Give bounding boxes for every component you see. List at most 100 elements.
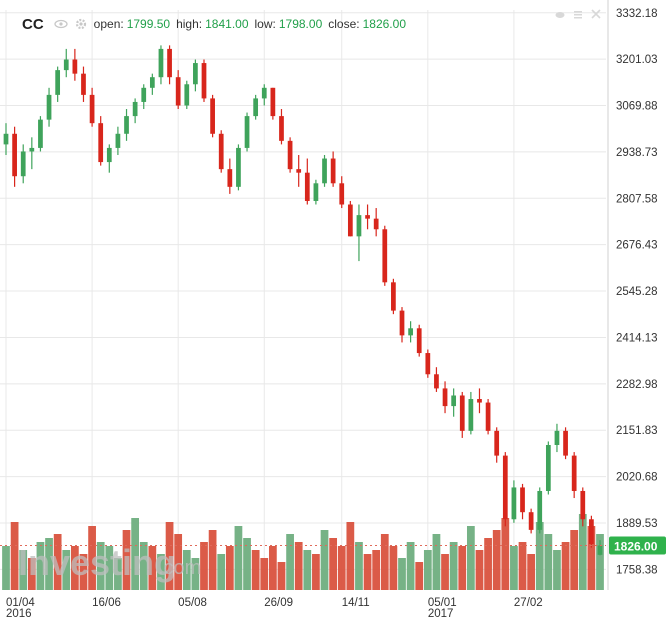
candle-body bbox=[270, 87, 276, 117]
candle-body bbox=[511, 487, 517, 520]
volume-bar bbox=[70, 546, 79, 590]
candle-body bbox=[218, 133, 224, 170]
menu-icon[interactable] bbox=[573, 6, 583, 19]
last-price-label: 1826.00 bbox=[614, 539, 658, 553]
candle-body bbox=[313, 183, 319, 201]
volume-bar bbox=[165, 522, 174, 590]
volume-bar bbox=[286, 534, 294, 590]
candle-body bbox=[330, 158, 336, 184]
volume-bar bbox=[251, 550, 260, 590]
candle-body bbox=[408, 328, 413, 336]
candle-body bbox=[322, 158, 327, 184]
volume-bar bbox=[432, 534, 441, 590]
volume-bar bbox=[449, 542, 458, 590]
volume-bar bbox=[148, 546, 157, 590]
candle-body bbox=[38, 119, 43, 148]
volume-bar bbox=[268, 546, 277, 590]
volume-bar bbox=[312, 554, 320, 590]
volume-bar bbox=[191, 558, 200, 590]
x-tick-label: 27/02 bbox=[514, 597, 543, 609]
volume-bar bbox=[389, 546, 398, 590]
candle-body bbox=[304, 172, 310, 201]
candle-body bbox=[373, 218, 379, 230]
volume-bar bbox=[415, 562, 424, 590]
candle-body bbox=[425, 353, 431, 375]
volume-bar bbox=[234, 526, 243, 590]
x-tick-label: 14/11 bbox=[342, 597, 370, 609]
x-tick-label: 16/06 bbox=[92, 597, 121, 609]
gear-icon[interactable] bbox=[74, 17, 88, 31]
candle-body bbox=[477, 399, 482, 403]
volume-bar bbox=[131, 518, 140, 590]
volume-bar bbox=[587, 526, 596, 590]
candle-body bbox=[141, 87, 147, 102]
y-tick-label: 1758.38 bbox=[616, 564, 658, 576]
candle-body bbox=[339, 183, 345, 205]
candle-body bbox=[287, 140, 293, 170]
volume-bar bbox=[441, 554, 449, 590]
candle-body bbox=[115, 133, 121, 148]
candle-body bbox=[236, 147, 241, 187]
low-value: 1798.00 bbox=[278, 17, 323, 31]
open-value: 1799.50 bbox=[126, 17, 171, 31]
candle-body bbox=[468, 399, 474, 431]
candle-body bbox=[55, 70, 61, 95]
eye-icon[interactable] bbox=[54, 17, 68, 31]
price-axis: 3332.18 3201.03 3069.88 2938.73 2807.58 2676.… bbox=[0, 0, 666, 590]
volume-bar bbox=[122, 530, 131, 590]
candle-body bbox=[46, 94, 52, 120]
volume-bar bbox=[510, 546, 518, 590]
candle-body bbox=[29, 147, 35, 152]
volume-bar bbox=[225, 546, 234, 590]
candle-body bbox=[494, 430, 500, 456]
candle-body bbox=[244, 116, 250, 148]
x-year-label: 2016 bbox=[6, 608, 32, 619]
x-tick-label: 05/01 bbox=[428, 597, 457, 609]
volume-bar bbox=[36, 542, 45, 590]
x-tick-label: 26/09 bbox=[264, 597, 293, 609]
candle-body bbox=[459, 395, 465, 431]
candle-body bbox=[20, 151, 26, 177]
volume-bar bbox=[79, 554, 88, 590]
candle-body bbox=[201, 63, 207, 99]
high-value: 1841.00 bbox=[205, 17, 249, 31]
time-axis: 01/04 16/06 05/08 26/09 14/11 05/01 27/02 2016 2… bbox=[6, 597, 543, 620]
volume-bar bbox=[243, 538, 251, 590]
candle-body bbox=[132, 101, 138, 117]
volume-bar bbox=[527, 554, 536, 590]
volume-bar bbox=[277, 562, 286, 590]
candle-body bbox=[3, 133, 9, 145]
candle-body bbox=[554, 430, 560, 445]
cloud-icon[interactable] bbox=[555, 6, 565, 18]
high-label: high: bbox=[176, 17, 203, 31]
candle-body bbox=[81, 73, 86, 95]
candle-body bbox=[520, 487, 525, 513]
volume-bar bbox=[484, 538, 492, 590]
candle-body bbox=[184, 84, 190, 106]
candle-body bbox=[451, 395, 457, 407]
close-icon[interactable] bbox=[591, 6, 601, 19]
candle-body bbox=[434, 374, 439, 389]
volume-bar bbox=[174, 534, 183, 590]
volume-bar bbox=[398, 558, 406, 590]
candle-body bbox=[261, 87, 267, 99]
candle-body bbox=[365, 215, 370, 219]
volume-bar bbox=[88, 526, 96, 590]
volume-bar bbox=[363, 554, 372, 590]
close-value: 1826.00 bbox=[362, 17, 406, 31]
investing-watermark: Investing .com bbox=[18, 542, 201, 583]
candle-body bbox=[597, 545, 603, 555]
y-tick-label: 2676.43 bbox=[616, 240, 658, 252]
close-label: close: bbox=[328, 17, 360, 31]
volume-bar bbox=[475, 550, 484, 590]
x-tick-label: 05/08 bbox=[178, 597, 207, 609]
candle-body bbox=[279, 116, 284, 141]
y-tick-label: 1889.53 bbox=[616, 518, 658, 530]
watermark-suffix: .com bbox=[158, 557, 201, 579]
volume-bar bbox=[346, 522, 355, 590]
candle-body bbox=[589, 519, 594, 545]
volume-bar bbox=[501, 518, 510, 590]
candle-body bbox=[158, 48, 164, 78]
